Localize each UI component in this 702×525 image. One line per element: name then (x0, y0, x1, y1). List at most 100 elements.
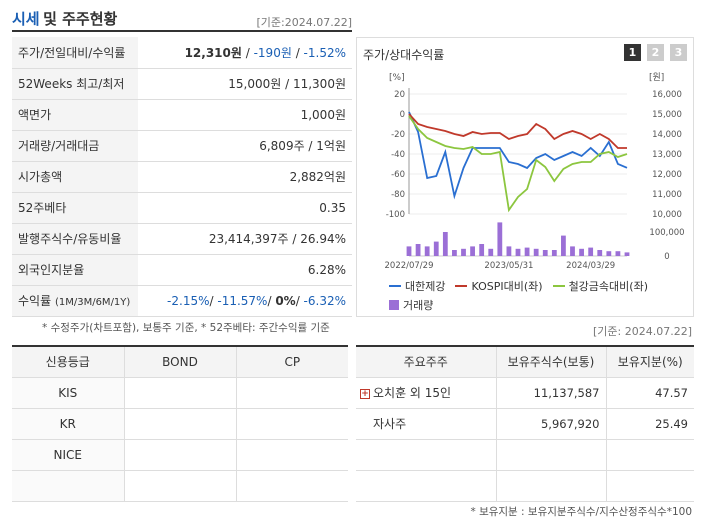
chart-page-3-button[interactable]: 3 (670, 44, 687, 61)
volume-bar (442, 232, 448, 256)
chart-page-2-button[interactable]: 2 (647, 44, 664, 61)
x-tick-label: 2022/07/29 (385, 261, 434, 271)
bond-rating (124, 470, 237, 502)
legend-item-volume: 거래량 (389, 297, 433, 313)
row-label-small: (1M/3M/6M/1Y) (54, 297, 131, 308)
holder-name-cell: 자사주 (356, 408, 497, 440)
separator: / (267, 293, 276, 308)
row-label: 거래량/거래대금 (12, 130, 138, 162)
table-row: 발행주식수/유동비율 23,414,397주 / 26.94% (12, 223, 352, 255)
chart-page-1-button[interactable]: 1 (624, 44, 641, 61)
volume-bar (606, 251, 612, 256)
volume-bar (524, 247, 530, 256)
legend-row: 거래량 (389, 297, 689, 313)
table-row: 주가/전일대비/수익률 12,310원 / -190원 / -1.52% (12, 37, 352, 69)
row-value: 12,310원 / -190원 / -1.52% (138, 37, 352, 69)
column-header: 보유주식수(보통) (496, 346, 607, 378)
legend-square-icon (389, 300, 399, 310)
row-label: 52주베타 (12, 192, 138, 224)
volume-bar (415, 244, 421, 256)
holder-name-cell: + 오치훈 외 15인 (356, 377, 497, 409)
volume-bar (461, 248, 466, 256)
agency-name: KIS (12, 377, 125, 409)
legend-label: 대한제강 (405, 280, 446, 293)
return-6m: 0% (275, 293, 296, 308)
volume-bar (506, 246, 512, 256)
holder-shares (496, 439, 607, 471)
footnote-left: * 수정주가(차트포함), 보통주 기준, * 52주베타: 주간수익률 기준 (42, 322, 330, 334)
x-tick-label: 2023/05/31 (484, 261, 533, 271)
credit-rating-table: 신용등급 BOND CP KIS KR NICE (12, 345, 348, 502)
table-row: 자사주 5,967,920 25.49 (356, 408, 694, 440)
volume-bar (615, 251, 621, 256)
row-value: 1,000원 (138, 99, 352, 131)
row-label: 시가총액 (12, 161, 138, 193)
volume-bar (533, 248, 539, 256)
row-label: 액면가 (12, 99, 138, 131)
table-header-row: 주요주주 보유주식수(보통) 보유지분(%) (356, 346, 694, 378)
volume-bar (588, 247, 594, 256)
row-value: 15,000원 / 11,300원 (138, 68, 352, 100)
separator: / (291, 45, 304, 60)
volume-bar (515, 248, 521, 256)
holder-name-cell (356, 439, 497, 471)
major-shareholders-table: 주요주주 보유주식수(보통) 보유지분(%) + 오치훈 외 15인 11,137… (356, 345, 694, 502)
reference-date: [기준:2024.07.22] (256, 16, 352, 29)
left-tick-label: -80 (391, 190, 405, 200)
left-tick-label: 0 (400, 110, 405, 120)
table-row: 52Weeks 최고/최저 15,000원 / 11,300원 (12, 68, 352, 100)
cp-rating (236, 470, 348, 502)
table-row: KIS (12, 377, 348, 409)
chart-title: 주가/상대수익률 (363, 48, 445, 62)
legend-label: KOSPI대비(좌) (471, 280, 543, 293)
price-info-table: 주가/전일대비/수익률 12,310원 / -190원 / -1.52% 52W… (12, 37, 352, 317)
row-value: 0.35 (138, 192, 352, 224)
row-label: 발행주식수/유동비율 (12, 223, 138, 255)
holder-pct: 47.57 (606, 377, 694, 409)
agency-name: KR (12, 408, 125, 440)
volume-tick-label: 100,000 (649, 228, 684, 238)
legend-label: 철강금속대비(좌) (568, 280, 648, 293)
volume-bar (470, 246, 475, 256)
volume-bar (406, 246, 412, 256)
right-tick-label: 12,000 (652, 170, 682, 180)
table-row: KR (12, 408, 348, 440)
table-row (12, 470, 348, 502)
holder-name[interactable]: 오치훈 외 15인 (373, 386, 452, 400)
left-tick-label: 20 (394, 90, 405, 100)
legend-label: 거래량 (403, 299, 434, 312)
right-axis-unit: [원] (649, 72, 664, 83)
return-1m: -2.15% (167, 293, 210, 308)
x-tick-label: 2024/03/29 (566, 261, 615, 271)
bond-rating (124, 408, 237, 440)
column-header: CP (236, 346, 348, 378)
volume-bar (561, 235, 566, 256)
row-label-text: 수익률 (18, 294, 52, 308)
row-label: 외국인지분율 (12, 254, 138, 286)
right-tick-label: 13,000 (652, 150, 682, 160)
expand-plus-icon[interactable]: + (360, 388, 370, 399)
left-axis-unit: [%] (389, 73, 405, 83)
section-subtitle: 및 주주현황 (43, 10, 118, 28)
legend-item-steel: 철강금속대비(좌) (552, 278, 648, 294)
left-tick-label: -20 (391, 130, 405, 140)
legend-row: 대한제강 KOSPI대비(좌) 철강금속대비(좌) (389, 278, 689, 294)
column-header: 신용등급 (12, 346, 125, 378)
table-row: 52주베타 0.35 (12, 192, 352, 224)
holder-pct: 25.49 (606, 408, 694, 440)
table-row: NICE (12, 439, 348, 471)
table-row: + 오치훈 외 15인 11,137,587 47.57 (356, 377, 694, 409)
reference-date-right: [기준: 2024.07.22] (592, 325, 692, 338)
price-change: -190원 (253, 45, 292, 60)
separator: / (209, 293, 218, 308)
volume-bar (488, 248, 494, 256)
right-tick-label: 10,000 (652, 210, 682, 220)
legend-line-icon (455, 285, 468, 287)
return-3m: -11.57% (217, 293, 268, 308)
table-row: 액면가 1,000원 (12, 99, 352, 131)
volume-bar (424, 246, 430, 256)
right-tick-label: 15,000 (652, 110, 682, 120)
holder-name-cell (356, 470, 497, 502)
legend-line-icon (389, 285, 401, 287)
holder-shares: 5,967,920 (496, 408, 607, 440)
